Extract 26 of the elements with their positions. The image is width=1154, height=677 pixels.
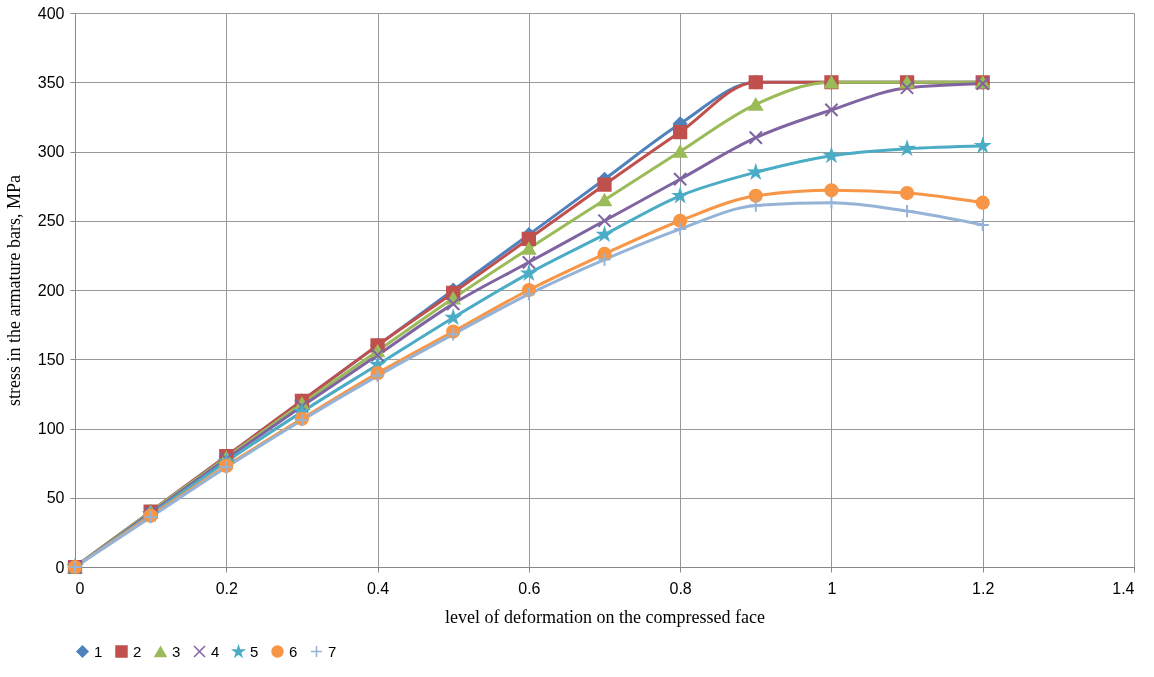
- y-tick-label: 200: [37, 281, 65, 299]
- legend-label: 4: [211, 642, 220, 660]
- y-tick-label: 250: [37, 212, 65, 230]
- x-tick-label: 1.4: [1112, 579, 1135, 597]
- x-tick-label: 0.4: [366, 579, 390, 597]
- y-tick-label: 100: [37, 420, 65, 437]
- legend-label: 5: [250, 642, 259, 660]
- legend-label: 6: [289, 642, 298, 660]
- y-axis-title: stress in the armature bars, MPa: [3, 175, 24, 406]
- legend-label: 3: [172, 642, 181, 660]
- x-tick-label: 0.2: [215, 579, 238, 597]
- legend-label: 1: [94, 642, 103, 660]
- y-tick-label: 50: [46, 489, 65, 507]
- y-tick-label: 350: [37, 73, 65, 91]
- y-tick-label: 300: [37, 143, 65, 160]
- legend-label: 7: [328, 642, 337, 660]
- x-tick-label: 1: [827, 579, 837, 597]
- x-tick-label: 1.2: [972, 579, 995, 597]
- x-tick-label: 0.6: [518, 579, 541, 597]
- legend-label: 2: [133, 642, 142, 660]
- x-tick-label: 0: [75, 579, 85, 597]
- x-axis-title: level of deformation on the compressed face: [445, 606, 765, 627]
- x-tick-label: 0.8: [669, 579, 692, 597]
- y-tick-label: 400: [37, 4, 65, 22]
- y-tick-label: 150: [37, 350, 65, 368]
- y-tick-label: 0: [55, 558, 65, 576]
